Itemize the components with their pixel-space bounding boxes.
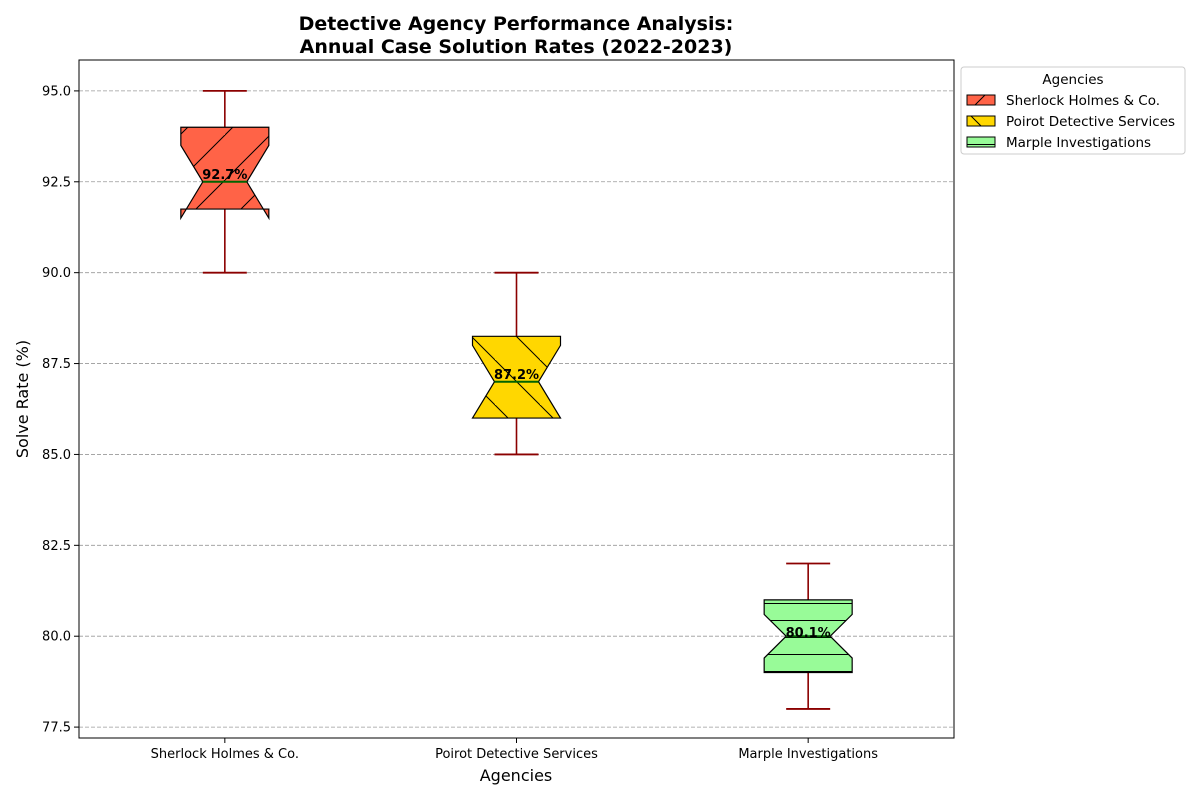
legend-title: Agencies [1042, 72, 1103, 88]
y-tick-label: 92.5 [42, 175, 71, 190]
legend-label: Poirot Detective Services [1006, 114, 1175, 130]
x-tick-label: Poirot Detective Services [435, 747, 598, 762]
chart-title-line1: Detective Agency Performance Analysis: [299, 13, 734, 35]
legend-swatch [966, 94, 996, 106]
y-tick-label: 90.0 [42, 266, 71, 281]
x-tick-label: Sherlock Holmes & Co. [151, 747, 299, 762]
legend-item: Sherlock Holmes & Co. [966, 93, 1160, 109]
legend-item: Poirot Detective Services [966, 114, 1175, 130]
y-tick-label: 82.5 [42, 539, 71, 554]
mean-label: 80.1% [786, 626, 831, 641]
y-tick-label: 80.0 [42, 630, 71, 645]
box-3: 80.1% [763, 562, 853, 710]
box-1: 92.7% [180, 90, 270, 274]
box-outline [471, 335, 562, 419]
y-axis-label: Solve Rate (%) [13, 340, 32, 458]
legend-item: Marple Investigations [966, 135, 1151, 151]
y-tick-label: 95.0 [42, 84, 71, 99]
y-tick-label: 85.0 [42, 448, 71, 463]
legend-swatch [966, 136, 996, 148]
box-2: 87.2% [471, 271, 562, 456]
y-axis: 77.5 80.0 82.5 85.0 87.5 90.0 92.5 95.0 [42, 84, 79, 736]
legend: Agencies Sherlock Holmes & Co. Poirot Det… [960, 66, 1186, 155]
boxes: 92.7% 87.2% 80.1% [180, 90, 853, 710]
legend-label: Marple Investigations [1006, 135, 1151, 151]
chart-title-line2: Annual Case Solution Rates (2022-2023) [300, 36, 733, 58]
plot-frame [78, 59, 955, 739]
legend-frame [960, 66, 1186, 155]
legend-label: Sherlock Holmes & Co. [1006, 93, 1160, 109]
box-outline [180, 126, 270, 221]
y-tick-label: 87.5 [42, 357, 71, 372]
legend-swatch [966, 115, 996, 127]
mean-label: 92.7% [202, 168, 247, 183]
mean-label: 87.2% [494, 368, 539, 383]
x-axis-label: Agencies [480, 766, 553, 785]
x-tick-label: Marple Investigations [738, 747, 878, 762]
x-axis: Sherlock Holmes & Co. Poirot Detective Se… [151, 738, 878, 762]
y-tick-label: 77.5 [42, 721, 71, 736]
